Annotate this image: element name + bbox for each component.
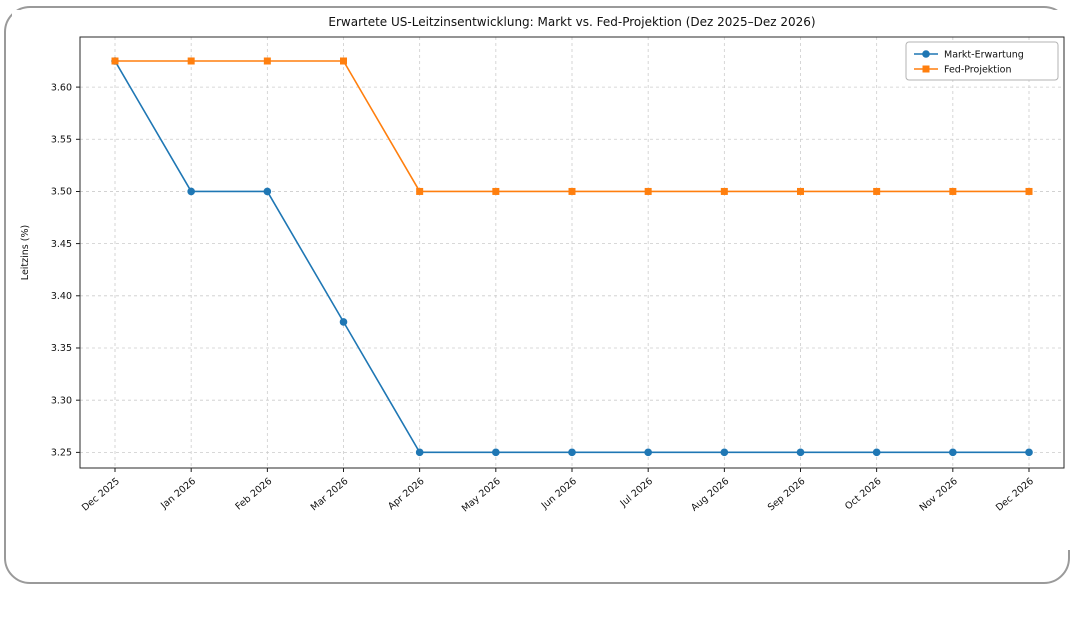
svg-text:Fed-Projektion: Fed-Projektion [944, 65, 1012, 76]
svg-text:3.60: 3.60 [51, 82, 72, 93]
svg-text:3.35: 3.35 [51, 343, 72, 354]
svg-text:Markt-Erwartung: Markt-Erwartung [944, 50, 1024, 61]
legend: Markt-Erwartung Fed-Projektion [905, 41, 1059, 81]
chart-title: Erwartete US-Leitzinsentwicklung: Markt … [328, 15, 815, 29]
y-axis-label: Leitzins (%) [20, 225, 31, 280]
svg-text:3.30: 3.30 [51, 395, 72, 406]
svg-text:3.25: 3.25 [51, 448, 72, 459]
series-Fed-Projektion [111, 57, 1033, 195]
chart-container: 3.25 3.30 3.35 3.40 3.45 3.50 3.55 3.60 Dec 2025… [12, 10, 1072, 550]
svg-text:3.40: 3.40 [51, 291, 72, 302]
svg-text:3.55: 3.55 [51, 134, 72, 145]
svg-text:3.45: 3.45 [51, 239, 72, 250]
svg-text:3.50: 3.50 [51, 187, 72, 198]
series-Markt-Erwartung [111, 57, 1033, 457]
